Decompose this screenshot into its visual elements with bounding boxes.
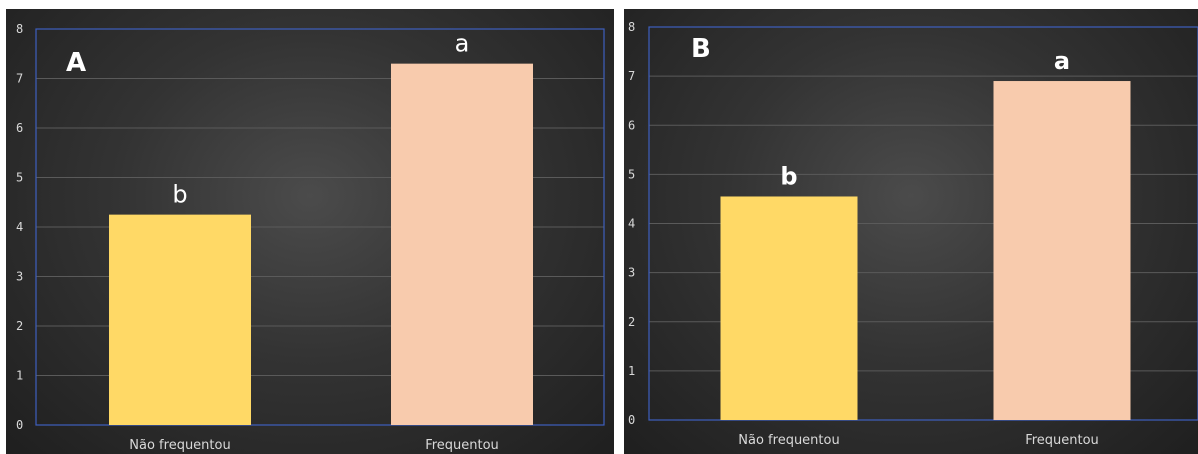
y-tick-label-b-5: 5 [628, 167, 635, 181]
y-tick-label-a-2: 2 [16, 319, 23, 333]
x-category-label-a-0: Não frequentou [129, 438, 230, 453]
bar-b-1 [993, 81, 1131, 420]
y-tick-label-b-1: 1 [628, 364, 635, 378]
y-tick-label-a-1: 1 [16, 369, 23, 383]
chart-panel-b: 0 1 2 3 4 5 6 7 8 b Não frequentou a Frequentou B [624, 9, 1198, 454]
bar-annotation-a-1: a [455, 30, 470, 58]
bar-chart-b: 0 1 2 3 4 5 6 7 8 b Não frequentou a Frequentou B [628, 20, 1198, 448]
x-category-label-b-0: Não frequentou [738, 433, 839, 448]
panel-label-b: B [691, 34, 711, 64]
y-tick-label-a-0: 0 [16, 418, 23, 432]
y-tick-label-a-3: 3 [16, 270, 23, 284]
chart-panel-a: 0 1 2 3 4 5 6 7 8 b Não frequentou a Frequentou A [6, 9, 614, 454]
x-category-label-b-1: Frequentou [1025, 433, 1099, 448]
y-tick-label-a-8: 8 [16, 22, 23, 36]
bar-a-0 [109, 214, 251, 425]
y-tick-label-b-6: 6 [628, 118, 635, 132]
y-tick-label-b-4: 4 [628, 217, 635, 231]
bar-b-0 [720, 196, 858, 420]
plot-frame-b [648, 26, 1198, 421]
y-tick-label-a-5: 5 [16, 171, 23, 185]
y-tick-label-a-4: 4 [16, 220, 23, 234]
y-tick-label-a-7: 7 [16, 72, 23, 86]
plot-frame-a [35, 28, 605, 426]
y-tick-label-b-8: 8 [628, 20, 635, 34]
bar-annotation-b-0: b [780, 162, 797, 190]
panel-label-a: A [66, 48, 86, 78]
bar-chart-a: 0 1 2 3 4 5 6 7 8 b Não frequentou a Frequentou A [16, 22, 605, 453]
bar-a-1 [391, 63, 533, 426]
y-tick-label-b-7: 7 [628, 69, 635, 83]
y-tick-label-b-0: 0 [628, 413, 635, 427]
y-tick-label-b-3: 3 [628, 266, 635, 280]
bar-annotation-b-1: a [1054, 47, 1070, 75]
x-category-label-a-1: Frequentou [425, 438, 499, 453]
y-tick-label-b-2: 2 [628, 315, 635, 329]
bar-annotation-a-0: b [172, 181, 187, 209]
y-tick-label-a-6: 6 [16, 121, 23, 135]
